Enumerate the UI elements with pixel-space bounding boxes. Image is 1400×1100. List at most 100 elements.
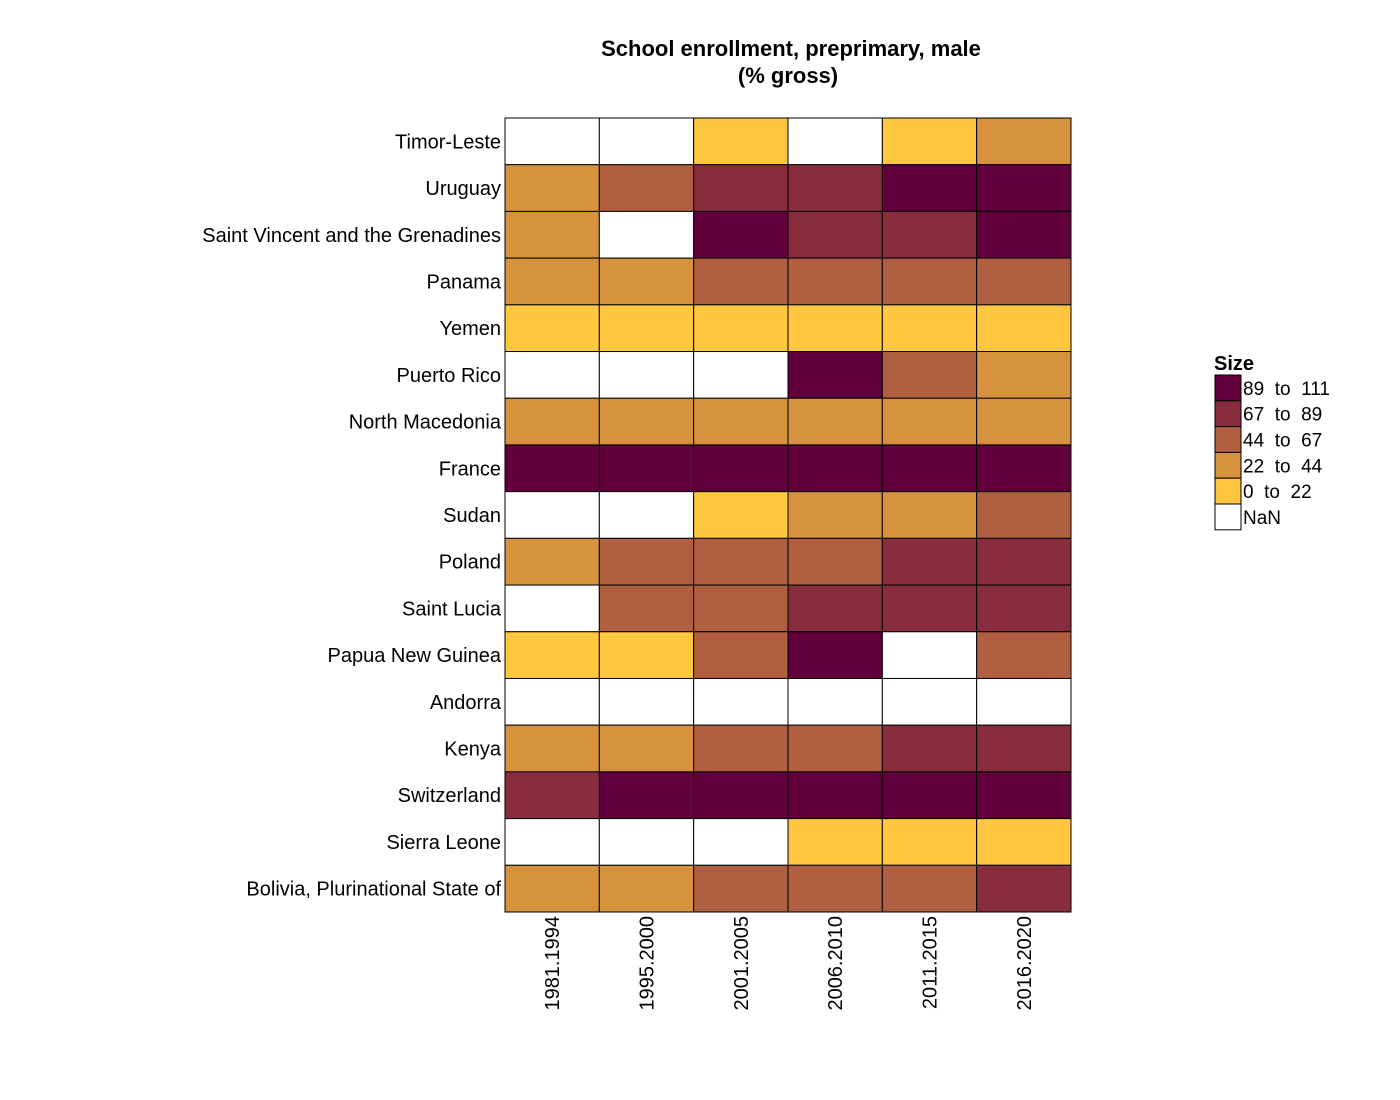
heatmap-cell	[693, 351, 789, 399]
heatmap-cell	[504, 724, 600, 773]
legend-label: 67 to 89	[1243, 405, 1322, 426]
heatmap-cell	[504, 864, 600, 913]
row-label: Poland	[439, 552, 501, 574]
heatmap-cell	[504, 537, 600, 586]
heatmap-cell	[787, 631, 883, 679]
heatmap-cell	[976, 257, 1072, 306]
heatmap-cell	[504, 818, 600, 866]
heatmap-cell	[881, 164, 978, 212]
heatmap-cell	[787, 351, 883, 399]
row-label: Uruguay	[425, 178, 501, 200]
heatmap-cell	[504, 257, 600, 306]
heatmap-cell	[976, 677, 1072, 726]
heatmap-cell	[787, 444, 883, 493]
heatmap-cell	[693, 257, 789, 306]
heatmap-cell	[598, 818, 695, 866]
heatmap-cell	[787, 164, 883, 212]
legend: Size 89 to 111 67 to 89 44 to 67 22 to 44 0 …	[1214, 353, 1330, 531]
heatmap-cell	[976, 351, 1072, 399]
heatmap-cell	[881, 864, 978, 913]
heatmap-cell	[504, 351, 600, 399]
heatmap-cell	[598, 584, 695, 633]
row-label: Saint Lucia	[402, 598, 502, 620]
heatmap-cell	[598, 164, 695, 212]
heatmap-cell	[693, 724, 789, 773]
heatmap-cell	[787, 584, 883, 633]
row-label: Papua New Guinea	[328, 645, 502, 667]
heatmap-cell	[787, 771, 883, 820]
heatmap-cell	[976, 537, 1072, 586]
heatmap-cell	[976, 818, 1072, 866]
heatmap-cell	[598, 631, 695, 679]
row-label: Panama	[427, 271, 502, 293]
heatmap-cell	[976, 397, 1072, 446]
heatmap-cell	[693, 164, 789, 212]
row-label: Puerto Rico	[397, 365, 502, 387]
heatmap-cell	[598, 351, 695, 399]
legend-label: NaN	[1243, 508, 1281, 529]
row-label: Saint Vincent and the Grenadines	[202, 225, 501, 247]
heatmap-cell	[881, 351, 978, 399]
heatmap-cell	[504, 164, 600, 212]
heatmap-cell	[598, 304, 695, 353]
heatmap-cell	[598, 537, 695, 586]
heatmap-cell	[598, 771, 695, 820]
heatmap-cell	[693, 584, 789, 633]
legend-label: 22 to 44	[1243, 456, 1323, 477]
legend-swatch	[1214, 477, 1242, 505]
heatmap-cell	[881, 584, 978, 633]
heatmap-cell	[787, 397, 883, 446]
heatmap-cell	[693, 537, 789, 586]
heatmap-cell	[881, 257, 978, 306]
heatmap-cell	[976, 304, 1072, 353]
row-label: Yemen	[439, 318, 501, 340]
heatmap-cell	[693, 210, 789, 259]
heatmap-cell	[787, 210, 883, 259]
heatmap-cell	[881, 677, 978, 726]
heatmap-cell	[787, 677, 883, 726]
heatmap-cell	[504, 771, 600, 820]
heatmap-cell	[598, 444, 695, 493]
column-label: 2011.2015	[920, 916, 942, 1009]
heatmap-cell	[598, 257, 695, 306]
heatmap-cells	[504, 117, 1072, 913]
heatmap-cell	[504, 584, 600, 633]
heatmap-cell	[693, 818, 789, 866]
heatmap-cell	[598, 491, 695, 539]
heatmap-cell	[787, 724, 883, 773]
heatmap-cell	[504, 491, 600, 539]
heatmap-cell	[881, 771, 978, 820]
legend-swatch	[1214, 400, 1242, 428]
heatmap-cell	[976, 631, 1072, 679]
heatmap-cell	[976, 724, 1072, 773]
heatmap-cell	[881, 491, 978, 539]
heatmap-cell	[976, 864, 1072, 913]
heatmap-cell	[787, 304, 883, 353]
row-label: Sierra Leone	[386, 832, 501, 854]
heatmap-cell	[693, 117, 789, 166]
legend-label: 89 to 111	[1243, 379, 1330, 400]
column-label: 1981.1994	[542, 916, 564, 1011]
heatmap-cell	[598, 677, 695, 726]
heatmap-cell	[881, 631, 978, 679]
row-label: France	[439, 458, 501, 480]
heatmap-cell	[504, 304, 600, 353]
heatmap-cell	[693, 677, 789, 726]
heatmap-cell	[693, 771, 789, 820]
heatmap-cell	[598, 724, 695, 773]
heatmap-cell	[881, 724, 978, 773]
heatmap-cell	[976, 444, 1072, 493]
heatmap-cell	[881, 444, 978, 493]
heatmap-cell	[504, 210, 600, 259]
heatmap-cell	[598, 117, 695, 166]
heatmap-cell	[881, 537, 978, 586]
chart-title-line-2: (% gross)	[738, 63, 838, 88]
chart-title-line-1: School enrollment, preprimary, male	[601, 36, 981, 61]
legend-label: 44 to 67	[1243, 431, 1322, 452]
column-label: 2001.2005	[731, 916, 753, 1011]
heatmap-cell	[693, 631, 789, 679]
heatmap-cell	[787, 257, 883, 306]
legend-swatch	[1214, 426, 1242, 453]
heatmap-cell	[598, 210, 695, 259]
legend-swatch	[1214, 451, 1242, 479]
